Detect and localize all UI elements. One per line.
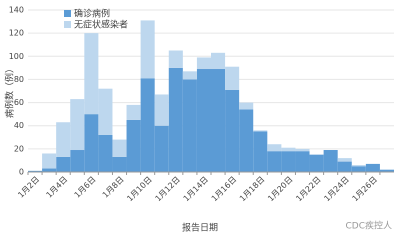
bar-segment bbox=[98, 88, 113, 135]
bar-segment bbox=[126, 104, 141, 120]
bar-segment bbox=[351, 165, 366, 167]
x-tick-label: 1月16日 bbox=[210, 175, 238, 203]
bar-segment bbox=[211, 69, 226, 172]
bar-segment bbox=[126, 119, 141, 172]
x-axis-title: 报告日期 bbox=[182, 222, 218, 234]
bar-segment bbox=[211, 52, 226, 70]
bar-segment bbox=[56, 122, 71, 157]
bar-segment bbox=[196, 57, 211, 70]
bar-segment bbox=[182, 79, 197, 172]
bar-segment bbox=[154, 125, 169, 172]
bar-segment bbox=[365, 163, 380, 172]
y-tick-label: 0 bbox=[19, 168, 24, 177]
y-tick-label: 120 bbox=[9, 29, 24, 38]
legend-label: 无症状感染者 bbox=[74, 19, 128, 31]
x-tick-label: 1月4日 bbox=[44, 175, 69, 200]
legend-swatch bbox=[64, 10, 71, 17]
bar-segment bbox=[253, 130, 268, 132]
bar-segment bbox=[379, 169, 394, 172]
bar-segment bbox=[267, 144, 282, 152]
bar-segment bbox=[56, 156, 71, 172]
watermark: CDC疾控人 bbox=[346, 220, 393, 232]
bar-segment bbox=[28, 170, 43, 172]
x-tick-label: 1月8日 bbox=[101, 175, 126, 200]
y-tick-label: 40 bbox=[14, 121, 24, 130]
bar-segment bbox=[112, 156, 127, 172]
bar-segment bbox=[42, 153, 57, 169]
bar-segment bbox=[168, 67, 183, 172]
x-tick-label: 1月20日 bbox=[266, 175, 294, 203]
bar-segment bbox=[84, 33, 99, 115]
bar-segment bbox=[42, 168, 57, 172]
bar-segment bbox=[225, 66, 240, 90]
x-tick-label: 1月14日 bbox=[182, 175, 210, 203]
x-tick-label: 1月22日 bbox=[294, 175, 322, 203]
x-tick-label: 1月24日 bbox=[322, 175, 350, 203]
bar-segment bbox=[196, 69, 211, 172]
bar-segment bbox=[281, 147, 296, 152]
bar-segment bbox=[112, 139, 127, 157]
bar-segment bbox=[154, 94, 169, 126]
y-axis-title: 病例数（例） bbox=[4, 64, 16, 118]
bar-segment bbox=[295, 148, 310, 152]
bar-segment bbox=[239, 109, 254, 172]
bar-segment bbox=[295, 151, 310, 172]
bar-segment bbox=[140, 20, 155, 79]
bar-segment bbox=[351, 166, 366, 172]
bar-segment bbox=[98, 134, 113, 172]
bar-segment bbox=[70, 150, 85, 172]
bar-segment bbox=[239, 102, 254, 110]
bar-segment bbox=[182, 71, 197, 80]
bar-segment bbox=[225, 89, 240, 172]
bar-segment bbox=[267, 151, 282, 172]
bar-segment bbox=[70, 99, 85, 151]
bar-segment bbox=[84, 114, 99, 172]
legend-swatch bbox=[64, 21, 71, 28]
x-tick-label: 1月2日 bbox=[16, 175, 41, 200]
legend-label: 确诊病例 bbox=[74, 8, 110, 20]
bar-segment bbox=[168, 50, 183, 68]
bar-segment bbox=[309, 154, 324, 172]
x-tick-label: 1月12日 bbox=[154, 175, 182, 203]
y-tick-label: 20 bbox=[14, 144, 24, 153]
y-tick-label: 80 bbox=[14, 75, 24, 84]
x-tick-label: 1月10日 bbox=[125, 175, 153, 203]
y-tick-label: 100 bbox=[9, 52, 24, 61]
x-tick-label: 1月6日 bbox=[73, 175, 98, 200]
bar-segment bbox=[140, 78, 155, 172]
x-tick-label: 1月26日 bbox=[351, 175, 379, 203]
bar-segment bbox=[281, 151, 296, 172]
bar-segment bbox=[337, 158, 352, 162]
y-tick-label: 60 bbox=[14, 98, 24, 107]
bar-segment bbox=[323, 150, 338, 172]
bar-segment bbox=[337, 161, 352, 172]
y-tick-label: 140 bbox=[9, 6, 24, 15]
bar-segment bbox=[253, 131, 268, 172]
x-tick-label: 1月18日 bbox=[238, 175, 266, 203]
